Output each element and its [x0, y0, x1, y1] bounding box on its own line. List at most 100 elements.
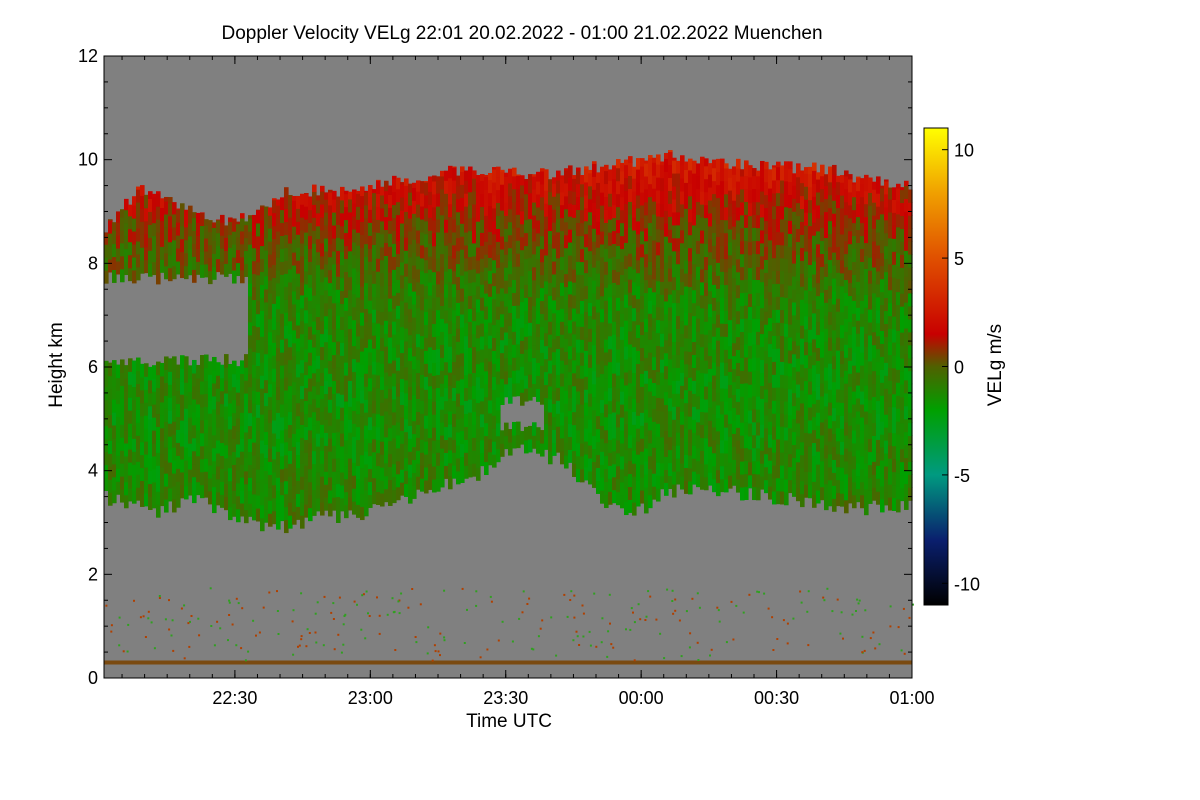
heatmap-cell — [704, 398, 709, 413]
heatmap-cell — [488, 335, 493, 349]
heatmap-cell — [660, 475, 665, 490]
heatmap-cell — [156, 257, 161, 272]
heatmap-cell — [496, 176, 501, 191]
heatmap-cell — [648, 455, 653, 470]
heatmap-cell — [732, 329, 737, 344]
heatmap-cell — [740, 409, 745, 423]
heatmap-cell — [692, 276, 697, 291]
heatmap-cell — [844, 460, 849, 475]
heatmap-cell — [456, 250, 461, 265]
heatmap-cell — [764, 233, 769, 247]
heatmap-cell — [348, 276, 353, 291]
heatmap-cell — [524, 388, 529, 402]
heatmap-cell — [716, 236, 721, 250]
heatmap-cell — [732, 316, 737, 331]
heatmap-cell — [536, 219, 541, 234]
heatmap-cell — [380, 337, 385, 352]
heatmap-cell — [776, 425, 781, 440]
heatmap-cell — [436, 231, 441, 246]
heatmap-cell — [308, 352, 313, 366]
heatmap-cell — [312, 385, 317, 400]
heatmap-cell — [544, 241, 549, 256]
heatmap-cell — [680, 255, 685, 270]
heatmap-cell — [884, 349, 889, 363]
heatmap-cell — [296, 247, 301, 261]
heatmap-cell — [244, 470, 249, 485]
heatmap-cell — [176, 222, 181, 236]
heatmap-cell — [800, 376, 805, 391]
heatmap-cell — [640, 334, 645, 349]
heatmap-cell — [476, 175, 481, 183]
heatmap-cell — [340, 212, 345, 227]
heatmap-cell — [728, 280, 733, 295]
heatmap-cell — [256, 404, 261, 418]
heatmap-cell — [428, 359, 433, 374]
heatmap-cell — [732, 355, 737, 370]
heatmap-cell — [172, 408, 177, 422]
heatmap-cell — [840, 220, 845, 235]
heatmap-cell — [760, 229, 765, 244]
heatmap-cell — [588, 457, 593, 472]
heatmap-cell — [512, 383, 517, 397]
heatmap-cell — [452, 166, 457, 168]
heatmap-cell — [412, 303, 417, 318]
heatmap-cell — [520, 175, 525, 186]
heatmap-cell — [296, 195, 301, 209]
clutter-speck — [710, 648, 713, 651]
heatmap-cell — [536, 388, 541, 402]
heatmap-cell — [360, 273, 365, 287]
heatmap-cell — [676, 224, 681, 239]
heatmap-cell — [856, 229, 861, 244]
heatmap-cell — [296, 454, 301, 469]
heatmap-cell — [836, 375, 841, 390]
heatmap-cell — [804, 328, 809, 343]
heatmap-cell — [404, 353, 409, 368]
heatmap-cell — [232, 438, 237, 452]
heatmap-cell — [896, 330, 901, 344]
heatmap-cell — [244, 250, 249, 265]
heatmap-cell — [544, 345, 549, 360]
heatmap-cell — [812, 222, 817, 236]
heatmap-cell — [404, 470, 409, 485]
heatmap-cell — [176, 494, 181, 508]
heatmap-cell — [244, 418, 249, 433]
heatmap-cell — [876, 478, 881, 492]
heatmap-cell — [904, 405, 909, 420]
heatmap-cell — [724, 245, 729, 260]
heatmap-cell — [312, 476, 317, 490]
heatmap-cell — [724, 271, 729, 286]
heatmap-cell — [256, 456, 261, 470]
heatmap-cell — [796, 371, 801, 385]
heatmap-cell — [492, 233, 497, 248]
heatmap-cell — [708, 342, 713, 357]
heatmap-cell — [480, 348, 485, 363]
heatmap-cell — [680, 398, 685, 412]
heatmap-cell — [312, 437, 317, 452]
heatmap-cell — [584, 207, 589, 222]
heatmap-cell — [368, 196, 373, 210]
heatmap-cell — [404, 276, 409, 290]
clutter-speck — [680, 655, 683, 658]
heatmap-cell — [868, 205, 873, 219]
heatmap-cell — [336, 340, 341, 355]
heatmap-cell — [756, 201, 761, 216]
heatmap-cell — [588, 444, 593, 459]
heatmap-cell — [824, 174, 829, 187]
heatmap-cell — [252, 221, 257, 236]
clutter-speck — [855, 610, 857, 612]
heatmap-cell — [872, 448, 877, 462]
heatmap-cell — [408, 204, 413, 219]
heatmap-cell — [752, 473, 757, 488]
heatmap-cell — [696, 266, 701, 280]
heatmap-cell — [412, 291, 417, 305]
heatmap-cell — [164, 499, 169, 513]
heatmap-cell — [628, 240, 633, 254]
heatmap-cell — [808, 277, 813, 291]
heatmap-cell — [260, 375, 265, 389]
heatmap-cell — [716, 353, 721, 367]
heatmap-cell — [212, 408, 217, 423]
heatmap-cell — [528, 387, 533, 401]
heatmap-cell — [168, 384, 173, 398]
heatmap-cell — [264, 444, 269, 458]
heatmap-cell — [304, 361, 309, 376]
